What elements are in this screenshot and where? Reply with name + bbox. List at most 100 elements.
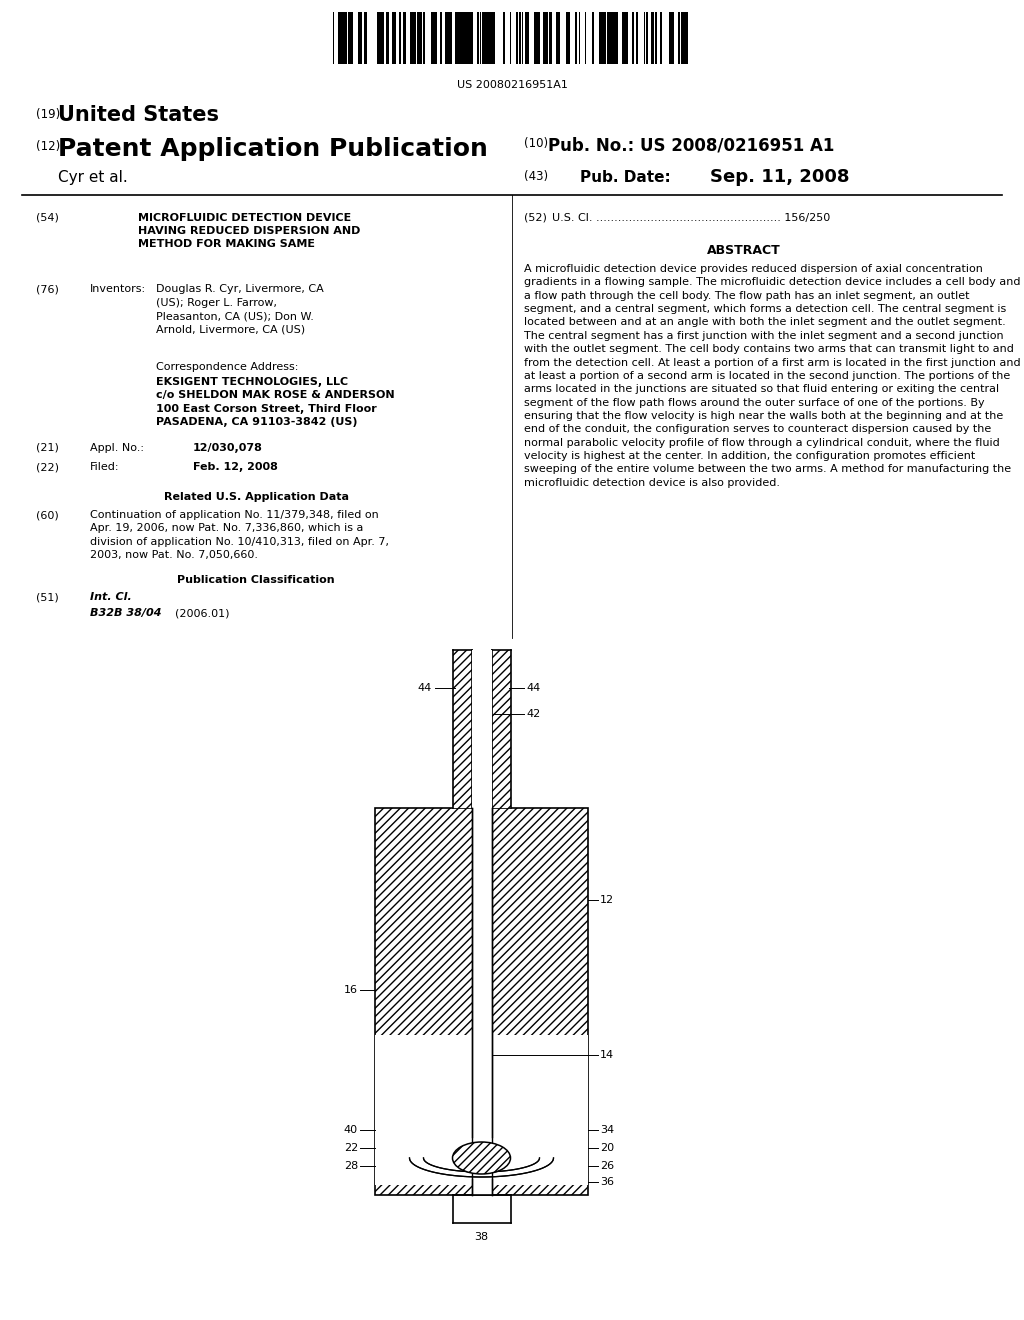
Bar [351, 12, 353, 63]
Bar [392, 12, 395, 63]
Bar [472, 808, 492, 1195]
Bar [344, 12, 346, 63]
Bar [655, 12, 657, 63]
Text: Related U.S. Application Data: Related U.S. Application Data [164, 492, 348, 502]
Bar [622, 12, 624, 63]
Bar [546, 12, 548, 63]
Bar [455, 12, 459, 63]
Text: 34: 34 [600, 1125, 614, 1135]
Text: 14: 14 [600, 1049, 614, 1060]
Bar [359, 12, 361, 63]
Text: (54): (54) [36, 213, 58, 223]
Text: A microfluidic detection device provides reduced dispersion of axial concentrati: A microfluidic detection device provides… [524, 264, 1021, 488]
Bar [536, 12, 540, 63]
Bar [492, 649, 511, 808]
Text: Filed:: Filed: [90, 462, 120, 473]
Bar [403, 12, 406, 63]
Text: EKSIGENT TECHNOLOGIES, LLC
c/o SHELDON MAK ROSE & ANDERSON
100 East Corson Stree: EKSIGENT TECHNOLOGIES, LLC c/o SHELDON M… [156, 378, 394, 428]
Text: Inventors:: Inventors: [90, 284, 146, 294]
Bar [567, 12, 570, 63]
Bar [477, 12, 479, 63]
Bar [434, 12, 437, 63]
Text: MICROFLUIDIC DETECTION DEVICE
HAVING REDUCED DISPERSION AND
METHOD FOR MAKING SA: MICROFLUIDIC DETECTION DEVICE HAVING RED… [138, 213, 360, 249]
Text: (19): (19) [36, 108, 60, 121]
Text: (2006.01): (2006.01) [175, 609, 229, 618]
Bar [492, 649, 511, 808]
Text: Sep. 11, 2008: Sep. 11, 2008 [710, 168, 850, 186]
Bar [550, 12, 552, 63]
Bar [685, 12, 688, 63]
Text: (51): (51) [36, 591, 58, 602]
Text: U.S. Cl. ................................................... 156/250: U.S. Cl. ...............................… [552, 213, 830, 223]
Text: US 20080216951A1: US 20080216951A1 [457, 81, 567, 90]
Text: 26: 26 [600, 1162, 614, 1171]
Bar [556, 12, 560, 63]
Bar [543, 12, 546, 63]
Bar [624, 12, 627, 63]
Text: (12): (12) [36, 140, 60, 153]
Bar [349, 12, 351, 63]
Bar [386, 12, 389, 63]
Bar [592, 12, 594, 63]
Text: ABSTRACT: ABSTRACT [708, 244, 781, 257]
Text: Cyr et al.: Cyr et al. [58, 170, 128, 185]
Bar [464, 12, 468, 63]
Text: 40: 40 [344, 1125, 358, 1135]
Text: (76): (76) [36, 284, 58, 294]
Bar [484, 12, 486, 63]
Text: Patent Application Publication: Patent Application Publication [58, 137, 487, 161]
Bar [338, 12, 341, 63]
Bar [482, 12, 484, 63]
Bar [599, 12, 602, 63]
Bar [670, 12, 674, 63]
Bar [449, 12, 452, 63]
Bar [503, 12, 505, 63]
Bar [418, 12, 422, 63]
Bar [603, 12, 605, 63]
Bar [575, 12, 577, 63]
Text: 42: 42 [526, 709, 541, 719]
Text: (60): (60) [36, 510, 58, 520]
Bar [486, 12, 488, 63]
Text: Continuation of application No. 11/379,348, filed on
Apr. 19, 2006, now Pat. No.: Continuation of application No. 11/379,3… [90, 510, 389, 560]
Text: Douglas R. Cyr, Livermore, CA
(US); Roger L. Farrow,
Pleasanton, CA (US); Don W.: Douglas R. Cyr, Livermore, CA (US); Roge… [156, 284, 324, 335]
Bar [525, 12, 527, 63]
Bar [413, 12, 415, 63]
Text: B32B 38/04: B32B 38/04 [90, 609, 162, 618]
Bar [461, 12, 463, 63]
Text: (43): (43) [524, 170, 548, 183]
Bar [380, 12, 383, 63]
Bar [488, 12, 490, 63]
Text: (10): (10) [524, 137, 548, 150]
Bar [636, 12, 638, 63]
Bar [469, 12, 473, 63]
Bar [472, 649, 492, 808]
Bar [453, 649, 472, 808]
Text: United States: United States [58, 106, 219, 125]
Bar [410, 12, 413, 63]
Bar [612, 12, 615, 63]
Bar [375, 808, 588, 1195]
Text: 44: 44 [418, 682, 432, 693]
Bar [453, 649, 472, 808]
Bar [682, 12, 685, 63]
Text: Pub. No.: US 2008/0216951 A1: Pub. No.: US 2008/0216951 A1 [548, 137, 835, 154]
Text: 12: 12 [600, 895, 614, 906]
Text: 28: 28 [344, 1162, 358, 1171]
Text: (52): (52) [524, 213, 547, 223]
Bar [365, 12, 367, 63]
Text: Appl. No.:: Appl. No.: [90, 444, 144, 453]
Text: Pub. Date:: Pub. Date: [580, 170, 671, 185]
Bar [490, 12, 494, 63]
Text: 22: 22 [344, 1143, 358, 1152]
Bar [527, 12, 529, 63]
Text: Int. Cl.: Int. Cl. [90, 591, 132, 602]
Bar [608, 12, 611, 63]
Text: Feb. 12, 2008: Feb. 12, 2008 [193, 462, 278, 473]
Bar [516, 12, 518, 63]
Bar [519, 12, 521, 63]
Text: (21): (21) [36, 444, 58, 453]
Text: Publication Classification: Publication Classification [177, 576, 335, 585]
Text: 44: 44 [526, 682, 541, 693]
Ellipse shape [453, 1142, 511, 1173]
